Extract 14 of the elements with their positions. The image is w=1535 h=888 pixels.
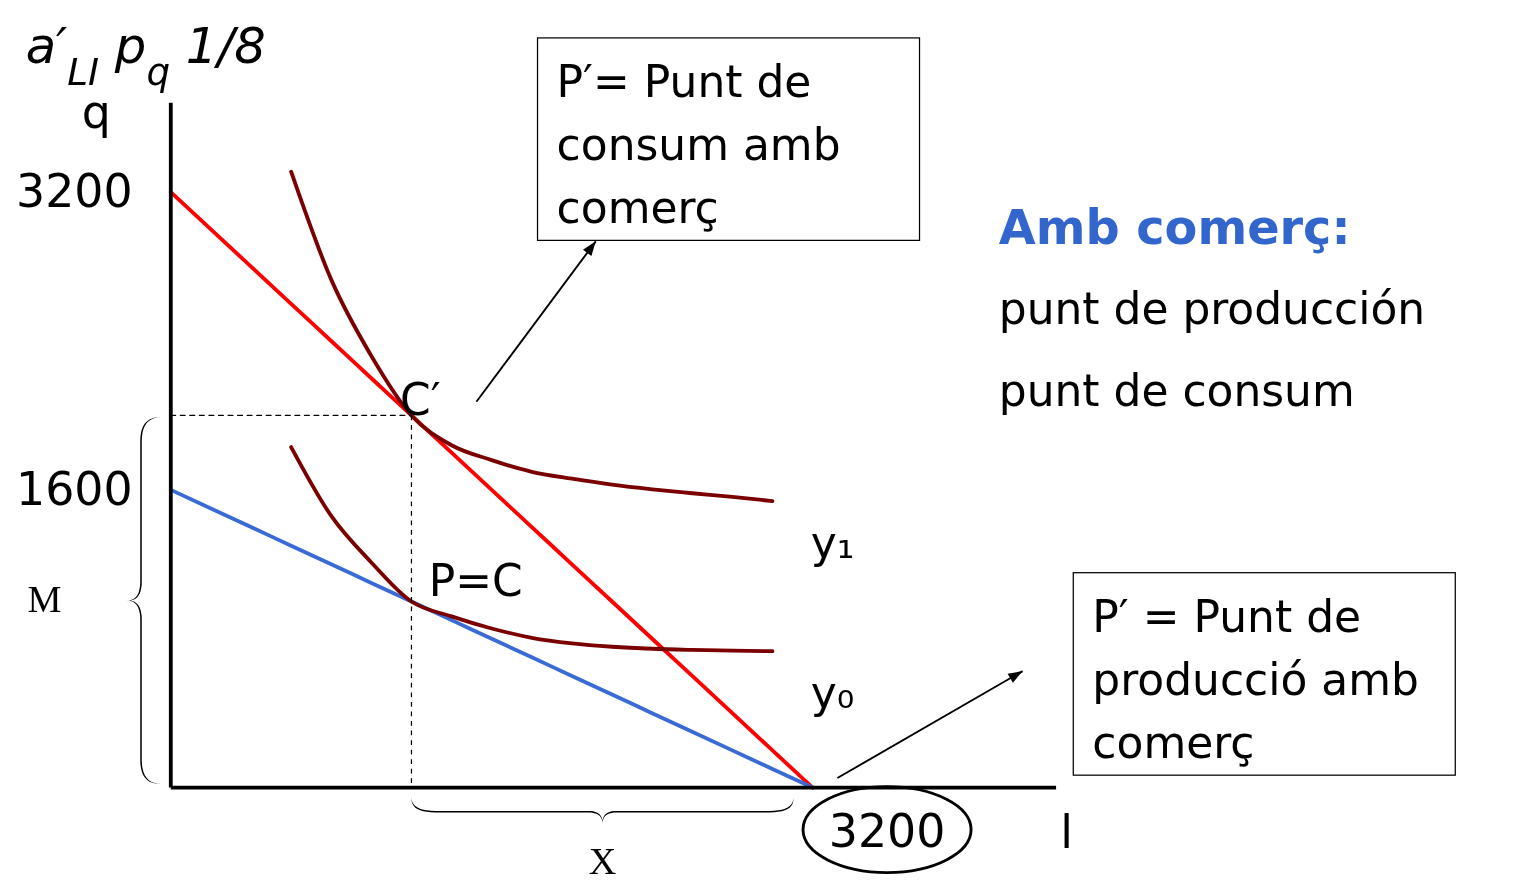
annotation: y₁ bbox=[810, 517, 855, 569]
y-tick-label: 1600 bbox=[15, 462, 133, 517]
annotation: punt de producción bbox=[998, 283, 1426, 335]
text: M bbox=[27, 578, 62, 621]
annotation: Amb comerç: bbox=[998, 200, 1351, 256]
annotation: y₀ bbox=[810, 667, 855, 719]
text: 3200 bbox=[828, 803, 946, 858]
annotation: C′ bbox=[400, 374, 441, 426]
text: P′ = Punt de producció amb comerç bbox=[1092, 590, 1419, 768]
x-axis-title: l bbox=[1060, 804, 1073, 859]
annotation: P=C bbox=[428, 554, 523, 606]
text: X bbox=[588, 839, 617, 882]
annotation: P′= Punt de consum amb comerç bbox=[556, 56, 841, 234]
annotation: punt de consum bbox=[998, 364, 1355, 416]
